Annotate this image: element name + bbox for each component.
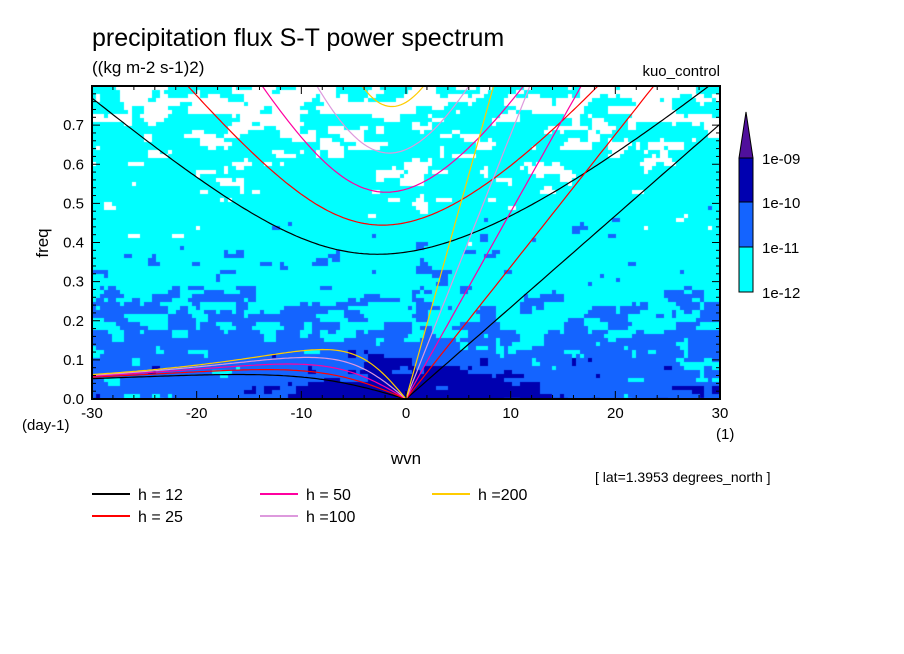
dispersion-curves [92, 86, 720, 399]
colorbar-segment [738, 201, 754, 248]
inertio-gravity-curve [92, 86, 710, 255]
kelvin-curve [405, 86, 495, 399]
plot-frame [91, 85, 721, 400]
y-tick-label: 0.0 [63, 391, 84, 408]
legend-label: h =200 [478, 487, 527, 504]
x-tick-labels: -30 -20 -10 0 10 20 30 [81, 405, 728, 422]
kelvin-curve [405, 86, 531, 399]
chart-title: precipitation flux S-T power spectrum [92, 24, 504, 52]
x-tick-label: 0 [402, 405, 410, 422]
y-tick-labels: 0.0 0.1 0.2 0.3 0.4 0.5 0.6 0.7 [63, 117, 84, 408]
colorbar-segment [738, 157, 754, 203]
x-tick-label: 20 [607, 405, 624, 422]
colorbar-segment [738, 246, 754, 293]
y-tick-label: 0.7 [63, 117, 84, 134]
rossby-curve [92, 369, 407, 399]
legend-label: h = 50 [306, 487, 351, 504]
legend: h = 12 h = 25 h = 50 h =100 h =200 [92, 487, 527, 526]
colorbar: 1e-09 1e-10 1e-11 1e-12 [738, 111, 800, 302]
colorbar-label: 1e-11 [762, 240, 799, 257]
y-tick-label: 0.6 [63, 156, 84, 173]
y-tick-label: 0.3 [63, 274, 84, 291]
inertio-gravity-curve [261, 86, 525, 193]
y-axis-label: freq [33, 228, 52, 257]
kelvin-curve [405, 86, 655, 399]
rossby-curve [92, 356, 407, 399]
x-units: (1) [716, 426, 734, 443]
inertio-gravity-curve [187, 86, 599, 226]
chart-units: ((kg m-2 s-1)2) [92, 58, 204, 77]
y-tick-label: 0.2 [63, 313, 84, 330]
colorbar-label: 1e-10 [762, 195, 800, 212]
y-units: (day-1) [22, 417, 70, 434]
x-axis-label: wvn [390, 449, 421, 468]
colorbar-extension-triangle [738, 111, 754, 159]
legend-label: h =100 [306, 509, 355, 526]
inertio-gravity-curve [361, 86, 425, 108]
colorbar-label: 1e-12 [762, 285, 800, 302]
legend-label: h = 12 [138, 487, 183, 504]
rossby-curve [92, 373, 407, 399]
colorbar-label: 1e-09 [762, 151, 800, 168]
legend-label: h = 25 [138, 509, 183, 526]
y-tick-label: 0.1 [63, 352, 84, 369]
rossby-curve [92, 363, 407, 399]
latitude-annotation: [ lat=1.3953 degrees_north ] [595, 469, 771, 485]
x-tick-label: -20 [186, 405, 208, 422]
dataset-label: kuo_control [642, 63, 720, 80]
y-tick-label: 0.4 [63, 235, 84, 252]
kelvin-curve [405, 86, 582, 399]
kelvin-curve [405, 123, 720, 399]
y-tick-label: 0.5 [63, 195, 84, 212]
x-tick-label: -10 [290, 405, 312, 422]
inertio-gravity-curve [316, 86, 470, 154]
x-tick-label: 30 [712, 405, 729, 422]
x-tick-label: 10 [502, 405, 519, 422]
axis-ticks [91, 85, 721, 400]
x-tick-label: -30 [81, 405, 103, 422]
rossby-curve [92, 348, 407, 399]
